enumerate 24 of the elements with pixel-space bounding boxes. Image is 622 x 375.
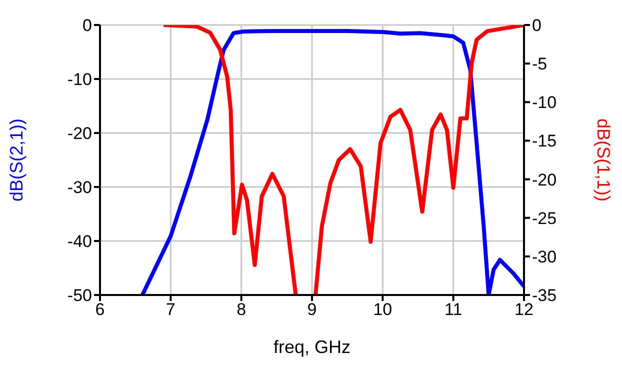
y-axis-title: dB(S(2,1)) <box>6 118 26 202</box>
y2-tick-label: -5 <box>532 54 548 74</box>
x-axis-title: freq, GHz <box>273 337 351 357</box>
x-tick-label: 9 <box>307 300 317 320</box>
y-tick-label: -30 <box>67 178 92 198</box>
y-tick-label: -20 <box>67 124 92 144</box>
y-tick-label: -50 <box>67 286 92 306</box>
y2-tick-label: -20 <box>532 170 557 190</box>
y2-tick-label: -35 <box>532 286 557 306</box>
y2-tick-label: -30 <box>532 247 557 266</box>
y2-axis-title: dB(S(1,1)) <box>594 118 614 202</box>
x-tick-label: 8 <box>236 300 246 320</box>
x-tick-label: 7 <box>166 300 176 320</box>
y-tick-label: 0 <box>82 16 92 36</box>
y2-tick-label: -25 <box>532 208 557 228</box>
y-tick-label: -10 <box>67 70 92 90</box>
y2-tick-label: -10 <box>532 93 557 112</box>
y-tick-label: -40 <box>67 232 92 252</box>
x-tick-label: 12 <box>514 300 534 320</box>
x-tick-label: 10 <box>373 300 392 320</box>
y2-tick-label: 0 <box>532 16 542 36</box>
x-tick-label: 11 <box>444 300 462 320</box>
x-tick-label: 6 <box>95 300 105 320</box>
y2-tick-label: -15 <box>532 132 557 151</box>
